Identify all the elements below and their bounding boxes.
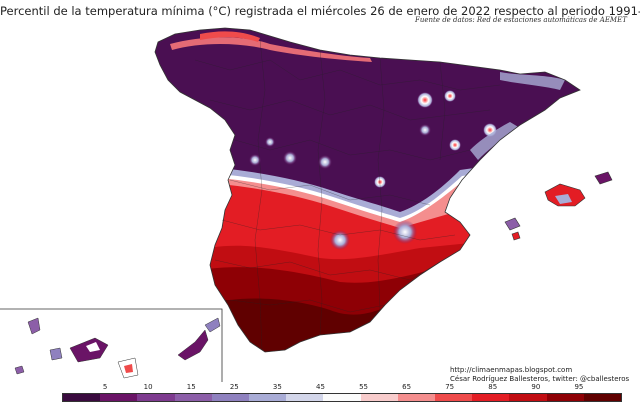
province-borders [194, 39, 501, 351]
legend-swatch [509, 394, 547, 401]
coastline [154, 27, 581, 353]
legend-tick-label: 25 [229, 383, 239, 391]
map-title: Percentil de la temperatura mínima (°C) … [0, 4, 640, 18]
legend-swatch [249, 394, 287, 401]
legend-tick-label: 75 [445, 383, 455, 391]
data-source-note: Fuente de datos: Red de estaciones autom… [415, 16, 627, 24]
legend-swatch [100, 394, 138, 401]
legend-swatch [435, 394, 473, 401]
legend-swatch [211, 394, 250, 401]
legend-tick-label: 95 [574, 383, 584, 391]
legend-swatch [174, 394, 212, 401]
legend-ticks: 5 10 15 25 35 45 55 65 75 85 90 95 [62, 383, 622, 393]
legend-swatch [63, 394, 101, 401]
legend-swatch [286, 394, 324, 401]
legend-swatch [397, 394, 436, 401]
legend-tick-label: 10 [143, 383, 153, 391]
color-legend [62, 393, 622, 402]
legend-swatch [583, 394, 622, 401]
legend-tick-label: 85 [488, 383, 498, 391]
legend-tick-label: 90 [531, 383, 541, 391]
canary-islands-inset [0, 308, 223, 382]
legend-swatch [546, 394, 584, 401]
legend-tick-label: 15 [186, 383, 196, 391]
legend-tick-label: 55 [359, 383, 368, 391]
credits-url: http://climaenmapas.blogspot.com [450, 366, 573, 374]
legend-tick-label: 35 [272, 383, 282, 391]
credits: http://climaenmapas.blogspot.com César R… [450, 366, 629, 384]
legend-swatch [137, 394, 175, 401]
legend-swatch [472, 394, 510, 401]
credits-author: César Rodríguez Ballesteros, twitter: @c… [450, 375, 630, 383]
legend-tick-label: 45 [315, 383, 325, 391]
legend-tick-label: 5 [102, 383, 108, 391]
legend-swatch [360, 394, 398, 401]
legend-swatch [323, 394, 361, 401]
legend-tick-label: 65 [402, 383, 412, 391]
balearic-islands [504, 171, 613, 241]
